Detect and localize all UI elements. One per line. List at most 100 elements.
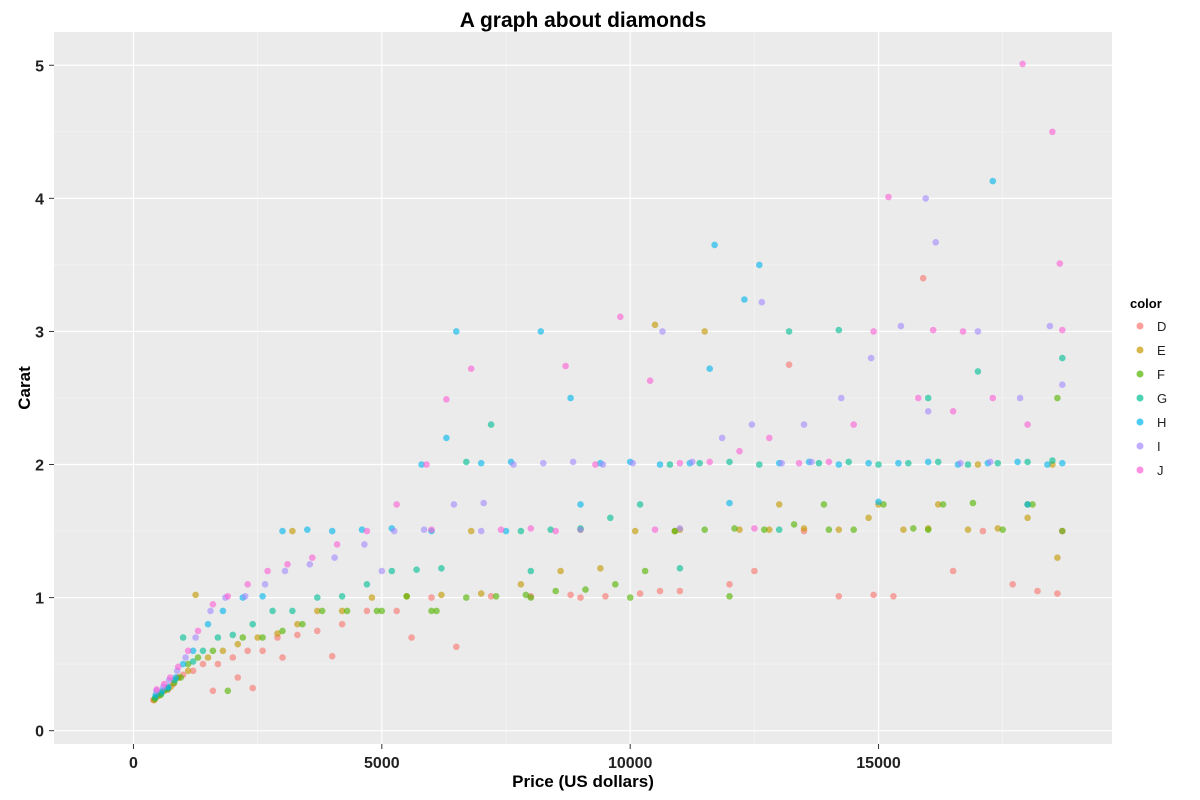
data-point <box>1059 326 1066 334</box>
data-point <box>189 658 197 665</box>
data-point <box>631 527 639 535</box>
data-point <box>517 581 525 588</box>
data-point <box>922 195 929 202</box>
x-tick-label: 10000 <box>608 755 653 772</box>
data-point <box>480 499 488 507</box>
data-point <box>929 326 937 334</box>
data-point <box>182 654 189 661</box>
data-point <box>741 296 748 303</box>
data-point <box>306 561 314 568</box>
grid-lines <box>54 32 1112 744</box>
data-point <box>711 241 718 249</box>
data-point <box>924 394 932 402</box>
data-point <box>1034 587 1041 595</box>
data-point <box>875 461 882 468</box>
data-point <box>184 647 192 655</box>
data-point <box>428 594 435 601</box>
data-point <box>636 501 644 508</box>
data-point <box>438 591 445 599</box>
data-point <box>249 620 256 628</box>
data-point <box>825 526 833 533</box>
legend-swatch <box>1136 418 1144 426</box>
data-point <box>932 239 939 246</box>
data-point <box>766 526 773 533</box>
data-point <box>239 634 247 641</box>
data-point <box>487 593 495 600</box>
data-point <box>656 587 664 595</box>
data-point <box>1054 394 1061 402</box>
data-point <box>309 554 316 561</box>
data-point <box>641 567 649 575</box>
data-point <box>294 631 301 639</box>
data-point <box>314 594 321 601</box>
data-point <box>209 687 217 695</box>
data-point <box>261 581 269 588</box>
data-point <box>199 660 207 668</box>
legend-label: H <box>1157 415 1166 430</box>
data-point <box>393 501 401 508</box>
data-point <box>838 394 845 402</box>
data-point <box>979 527 987 535</box>
data-point <box>438 565 445 572</box>
data-point <box>761 526 768 533</box>
data-point <box>299 620 306 628</box>
data-point <box>870 328 877 335</box>
data-point <box>748 421 756 428</box>
data-point <box>229 631 237 639</box>
x-tick-label: 0 <box>129 755 138 772</box>
data-point <box>676 587 684 595</box>
data-point <box>1044 461 1051 468</box>
legend-label: J <box>1157 463 1164 478</box>
legend-swatch <box>1136 346 1144 354</box>
plot-panel <box>54 32 1112 744</box>
data-point <box>279 527 286 535</box>
data-point <box>487 421 495 428</box>
y-tick-label: 4 <box>35 191 44 208</box>
data-point <box>1049 457 1056 464</box>
data-point <box>726 458 733 466</box>
data-point <box>775 526 783 533</box>
data-point <box>974 328 982 335</box>
data-point <box>651 526 659 533</box>
data-point <box>527 594 535 601</box>
data-point <box>328 527 336 535</box>
data-point <box>835 593 843 600</box>
data-point <box>234 640 242 648</box>
series-J <box>153 60 1066 693</box>
data-point <box>259 634 266 641</box>
data-point <box>378 567 386 575</box>
data-point <box>467 365 475 373</box>
data-point <box>1014 458 1021 466</box>
data-point <box>229 654 237 661</box>
axes: 0 5000 10000 15000 0 1 2 3 4 5 <box>35 58 901 772</box>
data-point <box>450 501 458 508</box>
data-point <box>219 607 227 615</box>
data-point <box>790 521 798 528</box>
data-point <box>343 607 351 615</box>
data-point <box>867 354 875 362</box>
data-point <box>567 591 574 599</box>
legend-label: E <box>1157 343 1166 358</box>
data-point <box>338 607 346 615</box>
data-point <box>294 620 301 628</box>
data-point <box>800 525 808 532</box>
data-point <box>934 458 942 466</box>
data-point <box>1009 581 1016 588</box>
data-point <box>338 593 346 600</box>
data-point <box>184 660 192 668</box>
data-point <box>778 459 785 467</box>
legend-swatch <box>1136 442 1144 450</box>
data-point <box>656 461 664 468</box>
data-point <box>314 607 321 615</box>
data-point <box>1029 501 1036 508</box>
data-point <box>453 643 460 651</box>
data-point <box>646 377 654 385</box>
data-point <box>880 501 887 508</box>
data-point <box>939 501 947 508</box>
data-point <box>179 634 187 641</box>
data-point <box>775 501 783 508</box>
data-point <box>249 684 256 692</box>
data-point <box>1059 381 1066 389</box>
